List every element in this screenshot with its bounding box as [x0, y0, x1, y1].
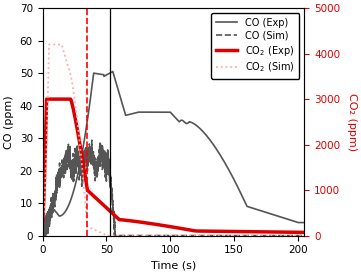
X-axis label: Time (s): Time (s) — [151, 261, 196, 271]
Y-axis label: CO₂ (ppm): CO₂ (ppm) — [347, 93, 357, 151]
Legend: CO (Exp), CO (Sim), CO$_2$ (Exp), CO$_2$ (Sim): CO (Exp), CO (Sim), CO$_2$ (Exp), CO$_2$… — [211, 13, 300, 79]
Y-axis label: CO (ppm): CO (ppm) — [4, 95, 14, 149]
